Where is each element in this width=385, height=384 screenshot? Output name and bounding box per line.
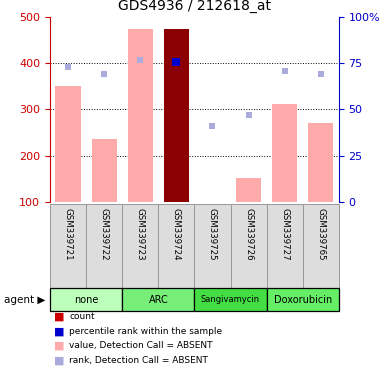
- Text: ■: ■: [54, 312, 64, 322]
- Text: GSM339721: GSM339721: [64, 208, 73, 260]
- Text: GSM339725: GSM339725: [208, 208, 217, 260]
- Text: GSM339722: GSM339722: [100, 208, 109, 260]
- Bar: [164, 29, 189, 202]
- Bar: [92, 139, 117, 202]
- Text: none: none: [74, 295, 98, 305]
- Text: ■: ■: [54, 356, 64, 366]
- Bar: [50, 288, 122, 311]
- Text: GSM339726: GSM339726: [244, 208, 253, 260]
- Text: ■: ■: [54, 326, 64, 336]
- Bar: [86, 204, 122, 290]
- Bar: [194, 204, 231, 290]
- Text: count: count: [69, 312, 95, 321]
- Bar: [308, 123, 333, 202]
- Text: GSM339765: GSM339765: [316, 208, 325, 260]
- Text: GSM339724: GSM339724: [172, 208, 181, 260]
- Title: GDS4936 / 212618_at: GDS4936 / 212618_at: [118, 0, 271, 13]
- Bar: [128, 29, 153, 202]
- Text: Doxorubicin: Doxorubicin: [274, 295, 332, 305]
- Text: rank, Detection Call = ABSENT: rank, Detection Call = ABSENT: [69, 356, 208, 365]
- Bar: [231, 204, 266, 290]
- Bar: [122, 288, 194, 311]
- Bar: [50, 204, 86, 290]
- Bar: [158, 204, 194, 290]
- Bar: [272, 104, 297, 202]
- Bar: [303, 204, 339, 290]
- Text: ■: ■: [54, 341, 64, 351]
- Text: Sangivamycin: Sangivamycin: [201, 295, 260, 304]
- Bar: [266, 288, 339, 311]
- Bar: [55, 86, 81, 202]
- Bar: [194, 288, 266, 311]
- Text: agent ▶: agent ▶: [4, 295, 45, 305]
- Text: GSM339727: GSM339727: [280, 208, 289, 260]
- Text: GSM339723: GSM339723: [136, 208, 145, 260]
- Bar: [236, 178, 261, 202]
- Text: ARC: ARC: [149, 295, 168, 305]
- Text: value, Detection Call = ABSENT: value, Detection Call = ABSENT: [69, 341, 213, 351]
- Bar: [266, 204, 303, 290]
- Bar: [122, 204, 158, 290]
- Text: percentile rank within the sample: percentile rank within the sample: [69, 327, 223, 336]
